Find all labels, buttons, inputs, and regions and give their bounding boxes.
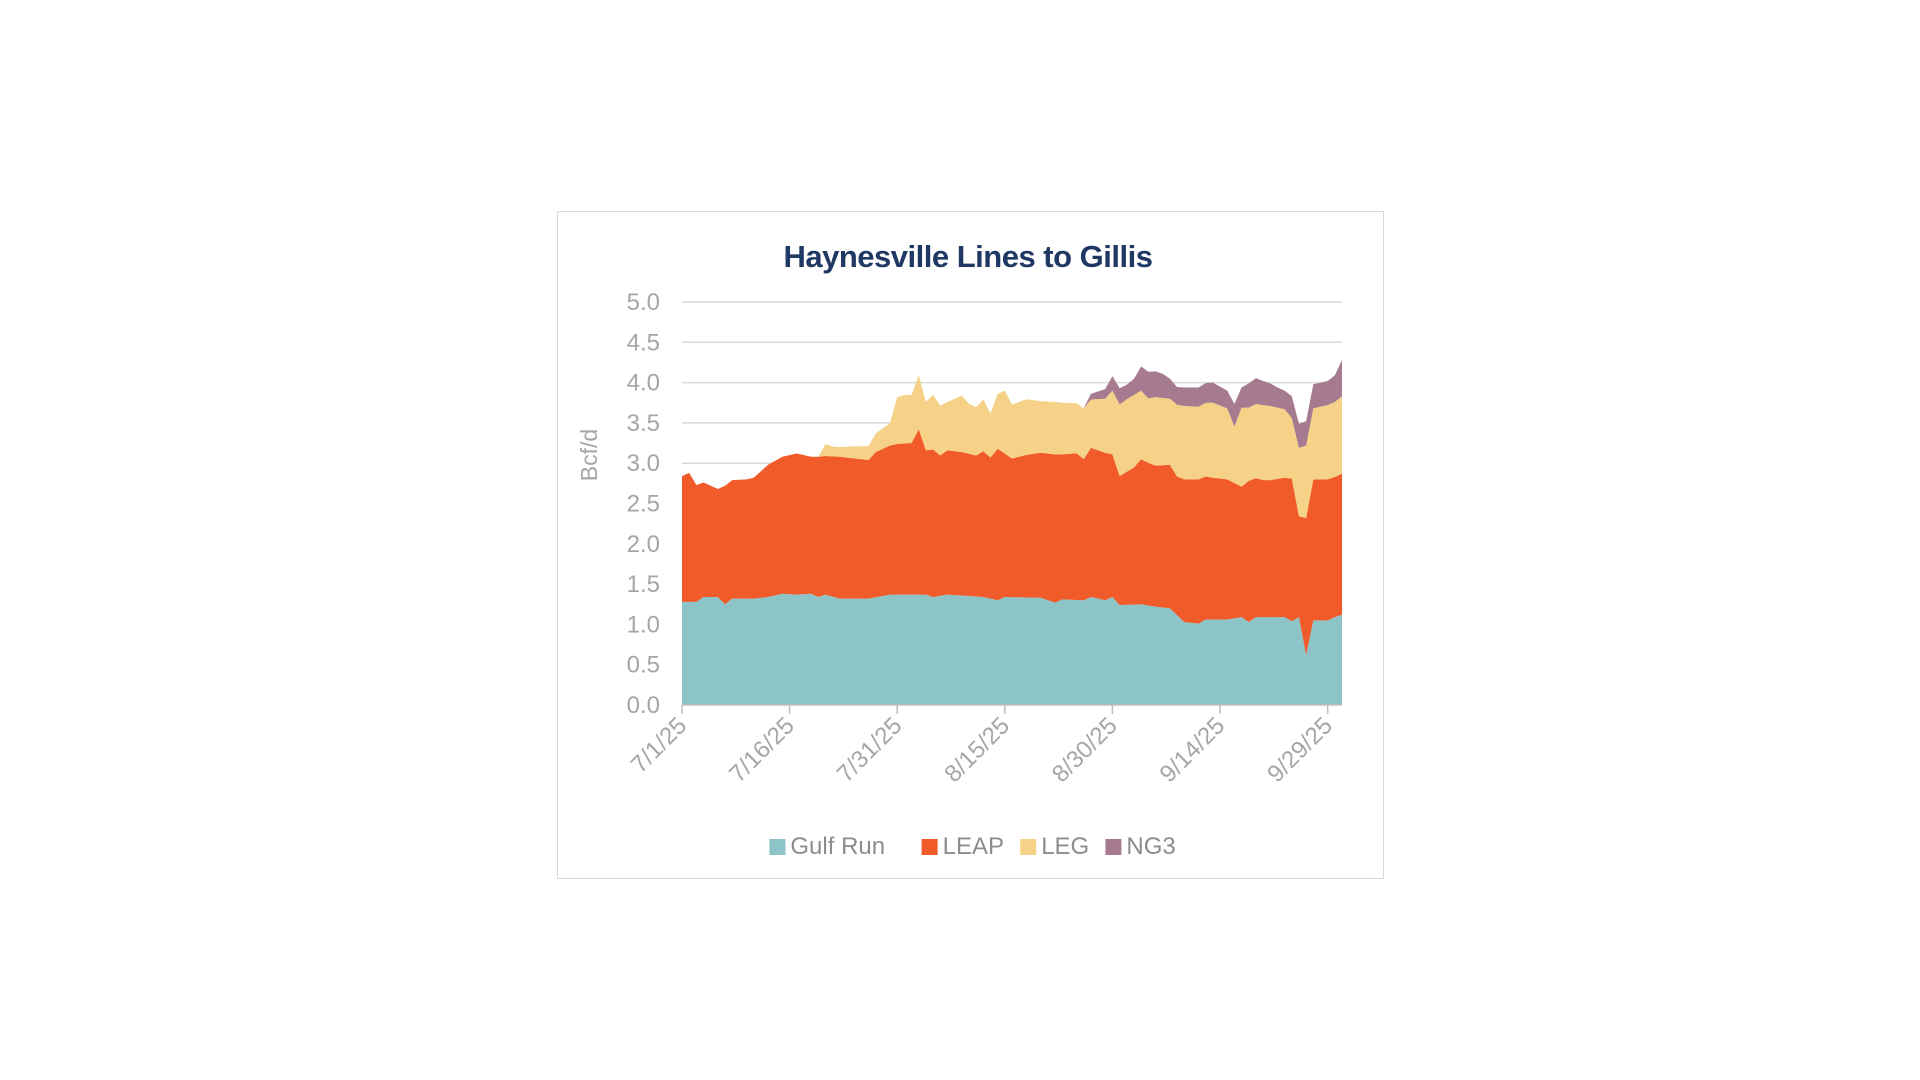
y-tick-label: 0.0 (627, 692, 660, 719)
area-series-leg (682, 375, 1342, 519)
y-tick-label: 1.0 (627, 611, 660, 638)
x-tick-label: 9/29/25 (1262, 712, 1338, 788)
x-tick-label: 9/14/25 (1155, 712, 1231, 788)
y-tick-label: 2.5 (627, 491, 660, 518)
y-tick-label: 3.5 (627, 410, 660, 437)
legend-swatch (769, 839, 786, 855)
y-tick-label: 2.0 (627, 531, 660, 558)
y-tick-label: 5.0 (627, 289, 660, 316)
area-series-gulf-run (682, 593, 1342, 705)
area-series-leap (682, 429, 1342, 656)
legend-label: LEAP (943, 833, 1004, 860)
y-axis-title: Bcf/d (576, 429, 602, 481)
legend: Gulf Run LEAP LEG NG3 (769, 833, 1176, 860)
legend-item: LEG (1020, 833, 1089, 860)
chart-frame: Haynesville Lines to Gillis 0.0 0.5 1.0 1.5… (557, 211, 1384, 879)
x-tick-label: 8/30/25 (1047, 712, 1123, 788)
y-tick-label: 4.0 (627, 370, 660, 397)
legend-item: LEAP (921, 833, 1004, 860)
y-tick-label: 0.5 (627, 652, 660, 679)
plot-areas (682, 360, 1342, 705)
legend-swatch (1020, 839, 1037, 855)
chart-svg: Haynesville Lines to Gillis 0.0 0.5 1.0 1.5… (576, 239, 1342, 860)
x-tick-label: 7/1/25 (626, 712, 692, 778)
y-tick-label: 1.5 (627, 571, 660, 598)
legend-label: Gulf Run (790, 833, 885, 860)
legend-item: Gulf Run (769, 833, 885, 860)
y-tick-label: 4.5 (627, 329, 660, 356)
legend-swatch (1105, 839, 1122, 855)
legend-label: LEG (1041, 833, 1089, 860)
chart-title: Haynesville Lines to Gillis (784, 239, 1153, 274)
legend-swatch (921, 839, 938, 855)
x-tick-label: 7/16/25 (724, 712, 800, 788)
x-tick-label: 7/31/25 (832, 712, 908, 788)
legend-label: NG3 (1126, 833, 1175, 860)
x-tick-label: 8/15/25 (939, 712, 1015, 788)
legend-item: NG3 (1105, 833, 1176, 860)
y-tick-label: 3.0 (627, 450, 660, 477)
area-series-ng3 (682, 360, 1342, 489)
